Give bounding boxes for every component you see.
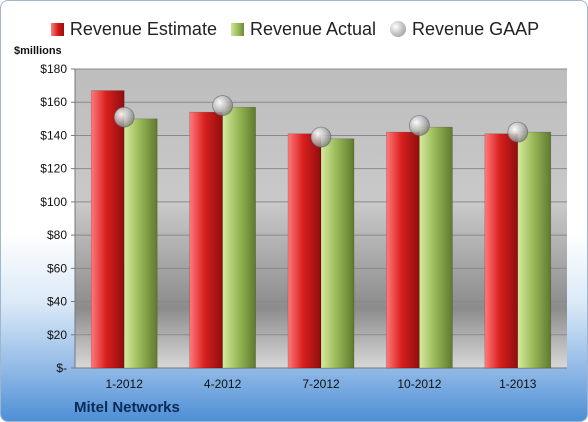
legend-swatch-actual — [230, 22, 244, 36]
legend-item-revenue-estimate: Revenue Estimate — [50, 18, 217, 40]
x-tick-label-1: 4-2012 — [204, 377, 242, 391]
bar-revenue-actual-3 — [419, 126, 453, 369]
company-name: Mitel Networks — [74, 399, 180, 416]
marker-revenue-gaap-3 — [408, 115, 430, 136]
y-tick-label-6: $120 — [40, 162, 67, 176]
bar-revenue-actual-0 — [123, 118, 158, 369]
bar-revenue-estimate-1 — [189, 111, 223, 369]
y-tick-label-2: $40 — [47, 295, 67, 309]
y-tick-label-9: $180 — [40, 62, 67, 76]
y-tick-label-8: $160 — [40, 95, 67, 109]
x-tick-label-2: 7-2012 — [302, 377, 340, 391]
bar-revenue-actual-2 — [320, 138, 355, 369]
y-axis-unit-label: $millions — [14, 45, 62, 57]
marker-revenue-gaap-1 — [212, 95, 234, 116]
marker-revenue-gaap-0 — [113, 106, 135, 128]
y-tick-label-0: $- — [56, 361, 67, 375]
legend: Revenue Estimate Revenue Actual Revenue … — [1, 16, 587, 42]
marker-revenue-gaap-4 — [507, 121, 529, 143]
legend-swatch-estimate — [50, 22, 64, 36]
y-tick-label-3: $60 — [47, 261, 67, 275]
x-tick-label-4: 1-2013 — [499, 377, 537, 391]
bar-revenue-estimate-0 — [90, 90, 125, 369]
bar-revenue-estimate-4 — [484, 133, 519, 369]
legend-item-revenue-gaap: Revenue GAAP — [390, 19, 539, 40]
bar-revenue-estimate-3 — [386, 131, 420, 369]
bar-revenue-actual-4 — [517, 131, 552, 369]
x-tick-label-3: 10-2012 — [397, 377, 441, 391]
legend-label-gaap: Revenue GAAP — [412, 18, 540, 39]
legend-item-revenue-actual: Revenue Actual — [230, 18, 377, 40]
bar-revenue-estimate-2 — [287, 133, 322, 369]
y-tick-label-1: $20 — [47, 328, 67, 342]
legend-label-actual: Revenue Actual — [249, 18, 377, 39]
legend-swatch-gaap — [390, 21, 407, 37]
legend-label-estimate: Revenue Estimate — [69, 18, 217, 39]
x-tick-label-0: 1-2012 — [106, 377, 144, 391]
y-tick-label-5: $100 — [40, 195, 67, 209]
marker-revenue-gaap-2 — [310, 126, 332, 148]
y-tick-label-7: $140 — [40, 128, 67, 142]
bar-revenue-actual-1 — [222, 106, 256, 369]
y-tick-label-4: $80 — [47, 228, 67, 242]
